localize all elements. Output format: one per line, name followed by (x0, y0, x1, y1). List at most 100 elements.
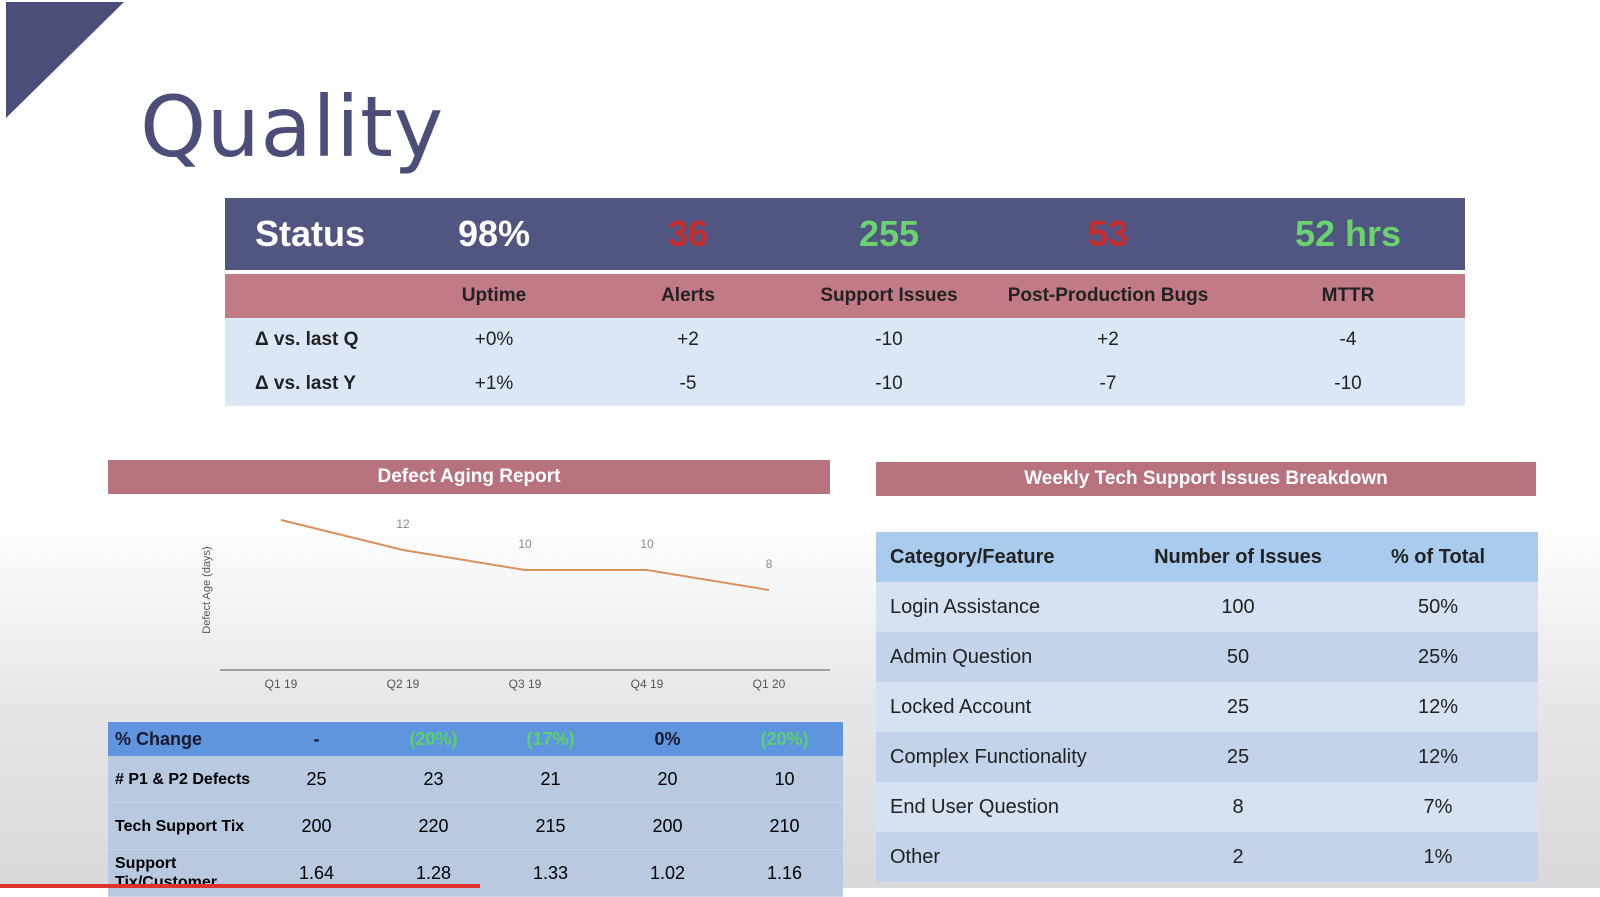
percent-cell: 7% (1423, 795, 1453, 818)
delta-row-year: Δ vs. last Y +1% -5 -10 -7 -10 (225, 362, 1465, 406)
delta-value: +0% (474, 329, 514, 350)
x-tick-label: Q1 19 (265, 677, 298, 691)
table-row: Admin Question 50 25% (876, 632, 1538, 682)
table-cell: 23 (423, 768, 444, 789)
corner-triangle-decoration (6, 2, 124, 118)
count-cell: 8 (1232, 795, 1244, 818)
support-issues-value: 255 (858, 213, 920, 254)
count-cell: 25 (1226, 745, 1250, 768)
data-label: 12 (396, 517, 410, 531)
delta-label: Δ vs. last Q (255, 329, 359, 350)
table-cell: 10 (774, 768, 795, 789)
percent-cell: 1% (1423, 845, 1453, 868)
row-label: Tech Support Tix (115, 817, 245, 835)
table-cell: 1.28 (415, 862, 452, 883)
delta-value: -7 (1099, 373, 1117, 394)
data-label: 8 (766, 557, 773, 571)
column-category: Category/Feature (890, 545, 1055, 568)
table-cell: 25 (306, 768, 327, 789)
table-cell: 1.02 (649, 862, 686, 883)
defect-aging-title: Defect Aging Report (108, 460, 830, 494)
defect-table: % Change - (20%) (17%) 0% (20%) # P1 & P… (108, 722, 843, 897)
status-table: Status 98% 36 255 53 52 hrs Uptime Alert… (225, 198, 1465, 406)
percent-change-cell: (20%) (409, 728, 458, 749)
table-row: Support Tix/Customer 1.64 1.28 1.33 1.02… (108, 850, 843, 897)
column-support-issues: Support Issues (820, 285, 958, 306)
table-cell: 200 (652, 815, 683, 836)
column-percent-of-total: % of Total (1390, 545, 1486, 568)
table-row: Login Assistance 100 50% (876, 582, 1538, 632)
x-tick-label: Q1 20 (753, 677, 786, 691)
percent-cell: 50% (1417, 595, 1459, 618)
video-progress-bar[interactable] (0, 884, 480, 888)
column-mttr: MTTR (1321, 285, 1375, 306)
mttr-value: 52 hrs (1294, 213, 1402, 254)
delta-value: -10 (875, 373, 903, 394)
column-post-production-bugs: Post-Production Bugs (1007, 285, 1209, 306)
status-header-row: Status 98% 36 255 53 52 hrs (225, 198, 1465, 270)
percent-cell: 12% (1417, 695, 1459, 718)
column-uptime: Uptime (461, 285, 527, 306)
percent-cell: 25% (1417, 645, 1459, 668)
data-label: 10 (640, 537, 654, 551)
percent-change-cell: 0% (654, 728, 681, 749)
table-row: End User Question 8 7% (876, 782, 1538, 832)
table-row: # P1 & P2 Defects 25 23 21 20 10 (108, 756, 843, 803)
status-label: Status (255, 213, 366, 254)
data-label: 15 (274, 500, 288, 501)
category-cell: Admin Question (890, 645, 1033, 668)
table-cell: 215 (535, 815, 566, 836)
column-alerts: Alerts (661, 285, 715, 306)
table-cell: 1.64 (298, 862, 335, 883)
delta-row-quarter: Δ vs. last Q +0% +2 -10 +2 -4 (225, 318, 1465, 362)
percent-change-cell: (20%) (760, 728, 809, 749)
count-cell: 100 (1221, 595, 1255, 618)
percent-change-row: % Change - (20%) (17%) 0% (20%) (108, 722, 843, 756)
table-cell: 1.16 (766, 862, 803, 883)
table-cell: 220 (418, 815, 449, 836)
table-row: Locked Account 25 12% (876, 682, 1538, 732)
percent-change-cell: - (313, 728, 320, 749)
table-row: Tech Support Tix 200 220 215 200 210 (108, 803, 843, 850)
percent-change-cell: (17%) (526, 728, 575, 749)
support-table-header: Category/Feature Number of Issues % of T… (876, 532, 1538, 582)
category-cell: Other (890, 845, 941, 868)
percent-change-label: % Change (115, 728, 203, 749)
table-cell: 200 (301, 815, 332, 836)
delta-value: -5 (679, 373, 697, 394)
defect-table-body: # P1 & P2 Defects 25 23 21 20 10 Tech Su… (108, 756, 843, 897)
x-tick-label: Q4 19 (631, 677, 664, 691)
percent-cell: 12% (1417, 745, 1459, 768)
x-tick-label: Q2 19 (387, 677, 420, 691)
delta-value: +1% (474, 373, 514, 394)
table-cell: 210 (769, 815, 800, 836)
delta-value: -4 (1339, 329, 1357, 350)
table-row: Other 2 1% (876, 832, 1538, 882)
alerts-value: 36 (667, 213, 709, 254)
support-breakdown-table: Category/Feature Number of Issues % of T… (876, 532, 1538, 882)
delta-value: +2 (677, 329, 699, 350)
delta-value: -10 (1334, 373, 1362, 394)
post-production-bugs-value: 53 (1087, 213, 1129, 254)
row-label: # P1 & P2 Defects (115, 770, 251, 788)
category-cell: Locked Account (890, 695, 1032, 718)
category-cell: End User Question (890, 795, 1059, 818)
table-row: Complex Functionality 25 12% (876, 732, 1538, 782)
count-cell: 25 (1226, 695, 1250, 718)
support-breakdown-title: Weekly Tech Support Issues Breakdown (876, 462, 1536, 496)
uptime-value: 98% (457, 213, 531, 254)
page-title: Quality (140, 78, 444, 176)
category-cell: Complex Functionality (890, 745, 1087, 768)
delta-value: +2 (1097, 329, 1119, 350)
x-tick-label: Q3 19 (509, 677, 542, 691)
count-cell: 2 (1232, 845, 1244, 868)
defect-aging-chart: Defect Age (days) 15 12 10 10 8 Q1 19 Q2 19 Q3 1… (201, 500, 830, 691)
column-number-of-issues: Number of Issues (1154, 545, 1322, 568)
delta-value: -10 (875, 329, 903, 350)
table-cell: 1.33 (532, 862, 569, 883)
table-cell: 21 (540, 768, 561, 789)
count-cell: 50 (1226, 645, 1250, 668)
delta-label: Δ vs. last Y (255, 373, 356, 394)
category-cell: Login Assistance (890, 595, 1041, 618)
y-axis-label: Defect Age (days) (201, 546, 213, 633)
